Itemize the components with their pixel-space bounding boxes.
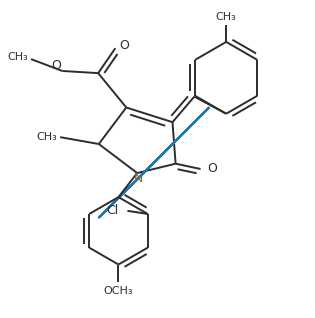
Text: OCH₃: OCH₃ [104, 286, 133, 296]
Text: CH₃: CH₃ [36, 132, 57, 142]
Text: N: N [134, 172, 143, 185]
Text: O: O [208, 162, 217, 176]
Text: O: O [51, 59, 61, 72]
Text: CH₃: CH₃ [7, 52, 28, 62]
Text: CH₃: CH₃ [216, 12, 237, 22]
Text: Cl: Cl [106, 204, 118, 217]
Text: O: O [119, 38, 129, 52]
